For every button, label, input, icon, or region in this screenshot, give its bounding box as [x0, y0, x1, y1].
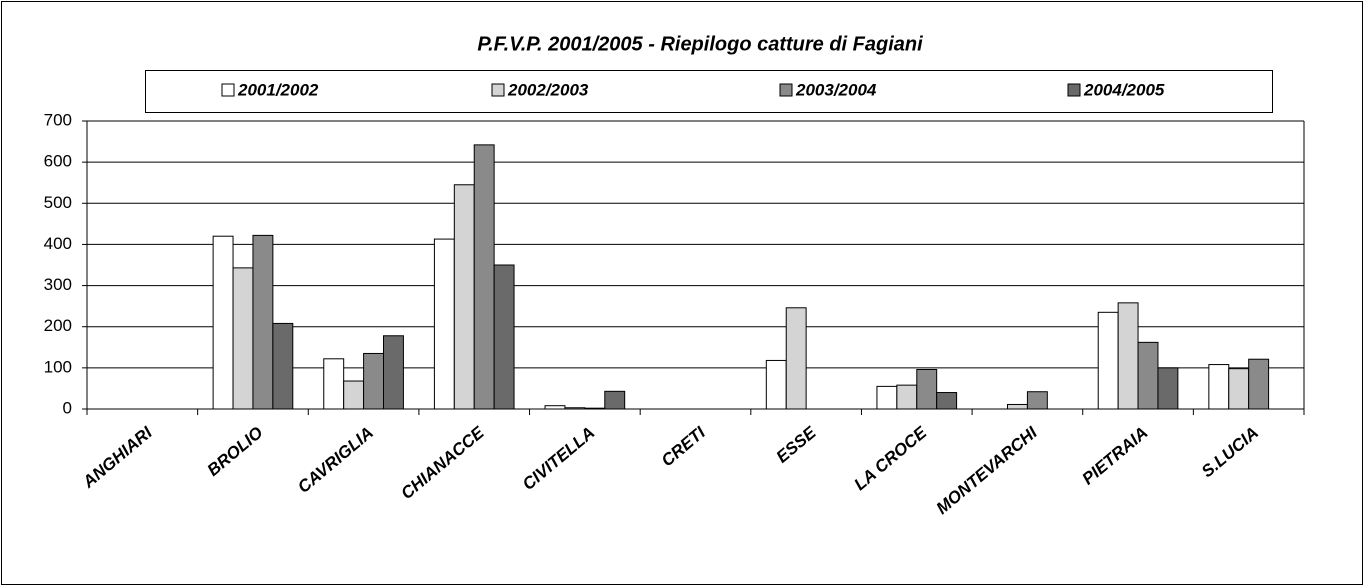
y-tick-label: 400: [44, 234, 72, 253]
bar: [343, 380, 365, 410]
bar: [252, 234, 274, 410]
bar: [916, 369, 938, 410]
legend-label: 2004/2005: [1083, 80, 1165, 99]
legend-label: 2003/2004: [795, 80, 877, 99]
bar: [232, 267, 254, 410]
legend-label: 2002/2003: [507, 80, 589, 99]
y-tick-label: 0: [63, 398, 72, 417]
y-tick-label: 500: [44, 193, 72, 212]
y-tick-label: 600: [44, 152, 72, 171]
bar: [1157, 367, 1179, 410]
bar: [212, 235, 234, 410]
bar: [1248, 358, 1270, 410]
bar: [363, 352, 385, 410]
y-tick-label: 100: [44, 357, 72, 376]
legend-swatch: [491, 83, 505, 97]
bar: [1006, 403, 1028, 410]
bar: [473, 144, 495, 410]
bar: [765, 359, 787, 410]
legend-label: 2001/2002: [237, 80, 319, 99]
legend-swatch: [1067, 83, 1081, 97]
bar: [876, 385, 898, 410]
bar: [1208, 364, 1230, 410]
legend-swatch: [221, 83, 235, 97]
y-tick-label: 200: [44, 316, 72, 335]
bar: [1117, 302, 1139, 410]
y-tick-label: 700: [44, 110, 72, 129]
bar: [272, 322, 294, 410]
bar: [1228, 368, 1250, 410]
bar: [1097, 311, 1119, 410]
y-tick-label: 300: [44, 275, 72, 294]
bar: [383, 335, 404, 410]
bar: [433, 238, 455, 410]
bar: [323, 358, 345, 410]
bar: [1137, 341, 1159, 410]
legend-swatch: [779, 83, 793, 97]
bar: [604, 390, 626, 410]
chart-title: P.F.V.P. 2001/2005 - Riepilogo catture d…: [477, 33, 923, 55]
bar: [936, 392, 958, 410]
bar: [453, 184, 475, 410]
legend-box: [145, 70, 1273, 113]
bar: [785, 307, 807, 410]
bar: [896, 384, 918, 410]
bar: [493, 264, 515, 410]
bar: [1026, 391, 1048, 410]
